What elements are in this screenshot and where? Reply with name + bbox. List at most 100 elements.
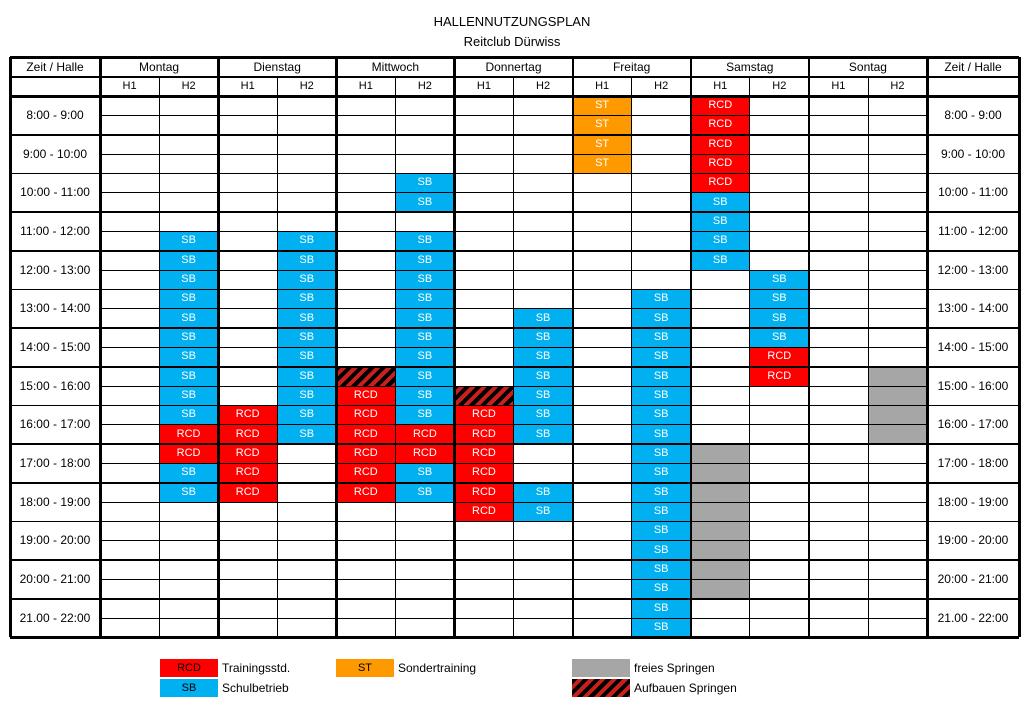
legend-swatch-st: ST [336,659,394,677]
schedule-block-sb: SB [690,192,750,212]
time-label-right: 16:00 - 17:00 [937,417,1009,432]
schedule-block-sb: SB [395,327,455,348]
schedule-block-sb: SB [395,192,455,212]
schedule-block-sb: SB [631,308,691,328]
hall-divider [394,77,396,638]
schedule-block-sb: SB [395,269,455,290]
schedule-block-rcd: RCD [690,134,750,154]
hall-header-h1: H1 [358,80,373,92]
hall-divider [631,77,633,638]
table-border-right [1018,57,1021,638]
schedule-block-sb: SB [513,308,573,328]
hall-header-h2: H2 [536,80,551,92]
schedule-block-fs [690,501,750,522]
time-hall-header: Zeit / Halle [26,60,84,74]
time-label-right: 9:00 - 10:00 [940,146,1006,161]
time-label: 12:00 - 13:00 [19,262,91,277]
schedule-block-sb: SB [513,501,573,522]
day-divider [217,57,220,638]
hall-header-h1: H1 [595,80,610,92]
hall-divider [276,77,278,638]
hour-divider [10,559,1019,561]
schedule-block-sb: SB [749,308,809,328]
schedule-block-sb: SB [277,308,337,328]
schedule-block-sb: SB [395,289,455,309]
schedule-block-st: ST [572,134,632,154]
legend-swatch-sb: SB [160,679,218,697]
schedule-block-fs [690,443,750,464]
hall-header-h2: H2 [181,80,196,92]
schedule-block-hatch [454,385,514,406]
schedule-block-rcd: RCD [690,173,750,193]
time-label-right: 19:00 - 20:00 [937,533,1009,548]
table-border-top [10,56,1019,59]
time-hall-header-right: Zeit / Halle [944,60,1002,74]
schedule-block-sb: SB [513,327,573,348]
schedule-block-sb: SB [631,540,691,560]
schedule-block-rcd: RCD [454,463,514,483]
schedule-block-fs [690,559,750,580]
legend-swatch-free-jumping [572,659,630,677]
schedule-block-sb: SB [159,385,219,406]
schedule-block-hatch [336,366,396,386]
day-divider [689,57,693,638]
time-label: 14:00 - 15:00 [19,339,91,354]
schedule-block-sb: SB [631,347,691,367]
schedule-block-sb: SB [749,269,809,290]
hall-header-h1: H1 [476,80,491,92]
hall-divider [158,77,160,638]
schedule-block-rcd: RCD [749,366,809,386]
schedule-block-rcd: RCD [336,482,396,502]
schedule-block-sb: SB [277,366,337,386]
schedule-block-sb: SB [631,327,691,348]
hall-header-h2: H2 [654,80,669,92]
hall-divider [513,77,514,638]
header-divider [10,76,1019,78]
day-divider [453,57,456,638]
schedule-block-rcd: RCD [454,501,514,522]
hall-header-h1: H1 [713,80,728,92]
time-label-right: 8:00 - 9:00 [944,108,1002,122]
schedule-block-sb: SB [159,308,219,328]
time-label-right: 12:00 - 13:00 [937,262,1009,277]
schedule-block-fs [867,424,927,444]
schedule-block-rcd: RCD [690,153,750,174]
time-label-right: 14:00 - 15:00 [937,339,1009,354]
legend-label-rcd: Trainingsstd. [222,661,291,675]
schedule-block-rcd: RCD [336,385,396,406]
time-label: 17:00 - 18:00 [19,455,91,470]
schedule-block-rcd: RCD [218,463,278,483]
time-label: 21.00 - 22:00 [19,610,91,625]
schedule-block-fs [690,540,750,560]
schedule-block-rcd: RCD [159,443,219,464]
schedule-block-sb: SB [631,385,691,406]
schedule-block-fs [867,385,927,406]
schedule-block-sb: SB [277,289,337,309]
schedule-block-sb: SB [631,617,691,638]
schedule-block-rcd: RCD [218,405,278,425]
schedule-block-sb: SB [631,521,691,541]
schedule-block-sb: SB [513,366,573,386]
plan-subtitle: Reitclub Dürwiss [463,34,561,49]
schedule-block-sb: SB [159,366,219,386]
schedule-block-sb: SB [631,579,691,599]
schedule-block-sb: SB [159,250,219,270]
schedule-block-sb: SB [395,482,455,502]
schedule-block-rcd: RCD [336,424,396,444]
schedule-block-sb: SB [631,598,691,618]
schedule-block-rcd: RCD [690,115,750,135]
schedule-block-sb: SB [159,482,219,502]
schedule-block-sb: SB [631,424,691,444]
day-header-sontag: Sontag [848,60,887,74]
legend-swatch-rcd: RCD [160,659,218,677]
schedule-block-rcd: RCD [336,405,396,425]
schedule-block-sb: SB [277,405,337,425]
hour-divider [10,327,1019,329]
schedule-block-sb: SB [277,327,337,348]
schedule-block-sb: SB [631,482,691,502]
schedule-block-rcd: RCD [218,443,278,464]
schedule-block-sb: SB [690,211,750,232]
schedule-block-rcd: RCD [454,443,514,464]
hour-divider [10,288,1019,291]
